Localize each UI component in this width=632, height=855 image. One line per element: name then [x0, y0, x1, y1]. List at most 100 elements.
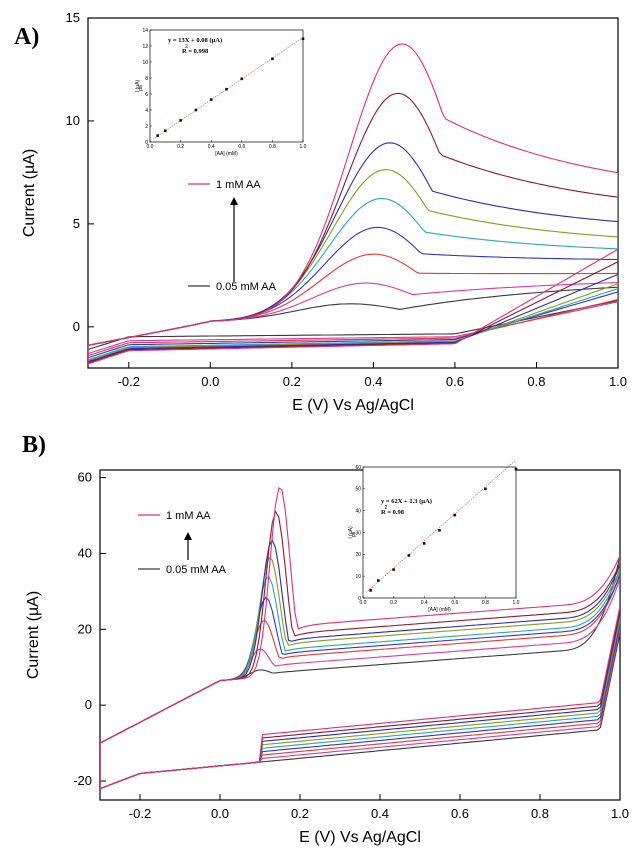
inset-frame [362, 466, 517, 599]
inset-x-tick-label: 0.8 [482, 600, 489, 606]
panel-letter: B) [22, 432, 46, 458]
inset-x-tick-label: 0.4 [421, 600, 428, 606]
inset-y-tick-label: 30 [355, 530, 361, 536]
y-tick-label: 60 [78, 470, 92, 485]
inset-y-tick-label: 20 [355, 552, 361, 558]
annotation-bottom-label: 0.05 mM AA [216, 281, 277, 293]
y-tick-label: 15 [66, 10, 80, 25]
inset-x-tick-label: 0.0 [147, 144, 154, 150]
inset-data-point [194, 108, 198, 112]
inset-r-superscript: 2 [385, 505, 388, 511]
annotation-top-label: 1 mM AA [216, 179, 261, 191]
cv-series-3 [100, 574, 620, 790]
x-axis-label: E (V) Vs Ag/AgCl [299, 829, 421, 846]
inset-x-tick-label: 0.0 [360, 600, 367, 606]
inset-y-tick-label: 50 [355, 487, 361, 493]
x-tick-label: 0.4 [364, 374, 382, 389]
x-tick-label: 0.6 [446, 374, 464, 389]
annotation-top-label: 1 mM AA [166, 510, 211, 522]
cv-series-8 [100, 487, 620, 790]
y-axis-label: Current (µA) [25, 591, 42, 679]
inset-data-point [301, 37, 305, 41]
inset-fit-line [152, 37, 304, 140]
inset-y-label-subscript: pa [138, 85, 144, 91]
inset-r-superscript: 2 [185, 44, 188, 50]
x-tick-label: 1.0 [611, 806, 629, 821]
inset-plot: 0.0 0.2 0.4 0.6 0.8 1.0 0 2 4 6 8 10 12 14 [AA] (mM) I … [135, 28, 307, 157]
inset-y-tick-label: 4 [145, 108, 148, 114]
inset-x-tick-label: 0.8 [269, 144, 276, 150]
inset-y-tick-label: 2 [145, 124, 148, 130]
y-tick-label: 40 [78, 545, 92, 560]
cv-series-4 [88, 197, 618, 361]
x-tick-label: 1.0 [609, 374, 627, 389]
inset-y-tick-label: 12 [142, 44, 148, 50]
inset-data-point [514, 467, 518, 471]
inset-data-point [369, 589, 372, 592]
inset-data-point [164, 129, 167, 133]
inset-y-tick-label: 14 [142, 28, 148, 34]
y-tick-label: 0 [73, 319, 80, 334]
inset-data-point [422, 542, 426, 545]
inset-x-tick-label: 0.6 [238, 144, 245, 150]
inset-x-tick-label: 0.2 [390, 600, 397, 606]
inset-y-tick-label: 6 [145, 92, 148, 98]
y-tick-label: 5 [73, 216, 80, 231]
y-tick-label: -20 [73, 773, 92, 788]
cv-series-0 [88, 286, 618, 351]
inset-fit-line [365, 459, 517, 593]
y-tick-label: 0 [85, 697, 92, 712]
inset-equation: y = 13X + 0.08 (µA) [168, 37, 222, 44]
x-tick-label: 0.2 [291, 806, 309, 821]
cv-series-5 [88, 169, 618, 362]
y-tick-label: 20 [78, 621, 92, 636]
inset-y-tick-label: 0 [145, 140, 148, 146]
cv-series-8 [88, 43, 618, 365]
x-tick-label: 0.4 [371, 806, 389, 821]
x-tick-label: 0.2 [283, 374, 301, 389]
increase-arrow-head [230, 197, 238, 205]
inset-data-point [179, 119, 182, 122]
inset-y-label: I (µA) [135, 80, 141, 93]
y-axis-label: Current (µA) [21, 149, 38, 237]
x-tick-label: 0.0 [211, 806, 229, 821]
inset-plot: 0.0 0.2 0.4 0.6 0.8 1.0 0 10 20 30 40 50 60 [AA] (mM)… [348, 459, 520, 613]
x-tick-label: -0.2 [129, 806, 151, 821]
x-tick-label: -0.2 [118, 374, 140, 389]
inset-r-squared: R = 0.998 [182, 48, 209, 55]
cv-series-6 [100, 538, 620, 790]
panel-a: A) -0.2 0.0 0.2 0.4 0.6 0.8 1.0 0 5 10 15 E (V) Vs A… [14, 10, 627, 414]
inset-data-point [453, 513, 457, 517]
y-tick-label: 10 [66, 113, 80, 128]
inset-data-point [438, 529, 441, 532]
x-tick-label: 0.8 [531, 806, 549, 821]
inset-r-squared: R = 0.98 [381, 509, 405, 516]
inset-y-label-subscript: pa [351, 532, 357, 538]
inset-data-point [484, 487, 487, 491]
x-axis-label: E (V) Vs Ag/AgCl [292, 397, 414, 414]
cv-curves [88, 43, 618, 365]
inset-data-point [209, 98, 213, 101]
inset-frame [149, 29, 304, 143]
inset-data-point [156, 134, 159, 137]
inset-x-tick-label: 0.6 [451, 600, 458, 606]
cv-series-6 [88, 142, 618, 363]
inset-y-tick-label: 60 [355, 465, 361, 471]
inset-y-tick-label: 0 [358, 596, 361, 602]
inset-y-tick-label: 40 [355, 508, 361, 514]
inset-data-point [407, 554, 411, 557]
inset-x-tick-label: 1.0 [300, 144, 307, 150]
annotation-bottom-label: 0.05 mM AA [166, 564, 227, 576]
cv-series-5 [100, 557, 620, 790]
inset-y-tick-label: 8 [145, 76, 148, 82]
x-tick-label: 0.8 [527, 374, 545, 389]
inset-data-point [392, 568, 395, 571]
cv-series-4 [100, 570, 620, 790]
inset-x-label: [AA] (mM) [215, 151, 238, 157]
cv-curves [100, 487, 620, 790]
cv-series-1 [88, 282, 618, 355]
inset-y-label: I (µA) [348, 526, 354, 539]
inset-equation: y = 62X + 1.3 (µA) [381, 498, 432, 505]
